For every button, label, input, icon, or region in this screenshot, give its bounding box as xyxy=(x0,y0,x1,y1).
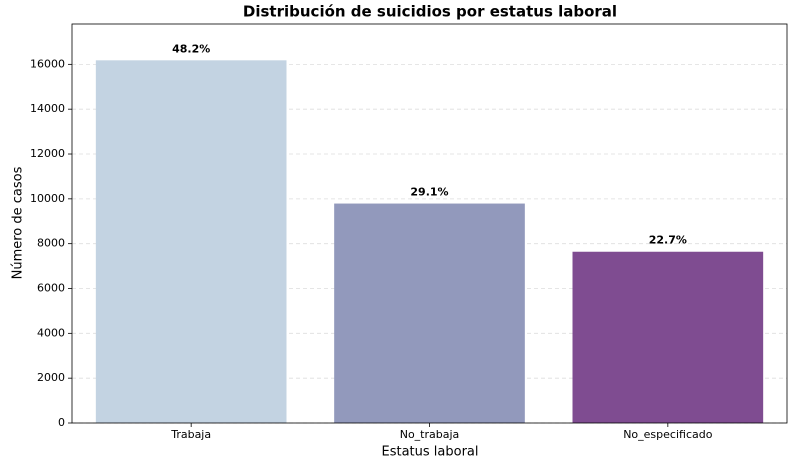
percent-label: 29.1% xyxy=(410,186,448,199)
percent-label: 48.2% xyxy=(172,42,210,55)
bar xyxy=(334,203,525,423)
y-tick-label: 12000 xyxy=(30,147,65,160)
y-tick-label: 6000 xyxy=(37,282,65,295)
x-tick-label: No_trabaja xyxy=(400,428,460,441)
y-tick-label: 8000 xyxy=(37,237,65,250)
y-tick-label: 10000 xyxy=(30,192,65,205)
y-axis-label: Número de casos xyxy=(11,166,26,279)
bar xyxy=(572,251,764,423)
percent-label: 22.7% xyxy=(649,234,687,247)
x-tick-label: Trabaja xyxy=(170,428,211,441)
y-tick-label: 2000 xyxy=(37,371,65,384)
bar xyxy=(95,60,287,424)
y-tick-label: 14000 xyxy=(30,102,65,115)
y-tick-label: 0 xyxy=(58,416,65,429)
y-tick-label: 4000 xyxy=(37,326,65,339)
plot-frame xyxy=(71,23,788,424)
chart-title: Distribución de suicidios por estatus la… xyxy=(243,3,617,21)
x-axis-label: Estatus laboral xyxy=(382,445,479,460)
x-tick-label: No_especificado xyxy=(623,428,713,441)
y-tick-label: 16000 xyxy=(30,57,65,70)
